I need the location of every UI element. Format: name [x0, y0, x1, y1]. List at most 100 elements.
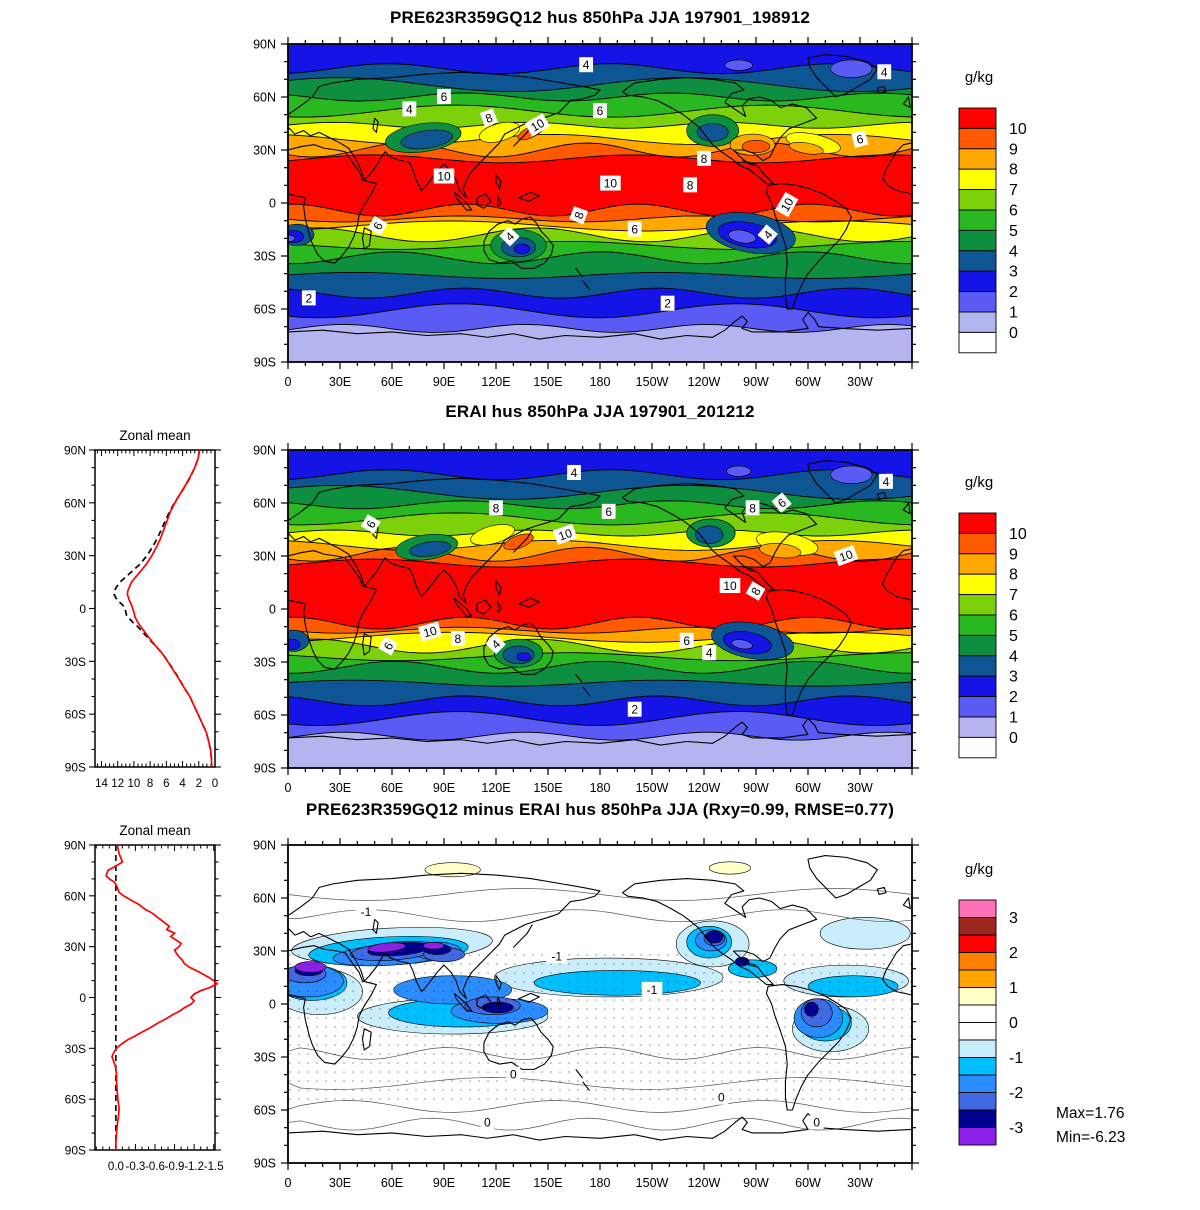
panel2-title: ERAI hus 850hPa JJA 197901_201212	[445, 402, 755, 421]
svg-text:90N: 90N	[253, 38, 276, 52]
erai-map: 4 4 8 6 8 6 6 10 10 10 8 10 8 6 4 6 4 2 0 30E 60E 90E 120E 150E…	[253, 443, 919, 795]
contour-label: 10	[775, 191, 799, 218]
anomaly-patch	[513, 243, 531, 255]
svg-text:-1.5: -1.5	[204, 1161, 224, 1173]
contour-band	[288, 469, 912, 500]
colorbar-swatch	[958, 1074, 997, 1093]
svg-text:2: 2	[1009, 945, 1018, 962]
contour-line	[288, 271, 912, 279]
svg-text:0: 0	[285, 375, 292, 389]
svg-text:1: 1	[1009, 305, 1018, 322]
zero-contour-line	[288, 909, 912, 923]
colorbar-swatch	[958, 189, 997, 211]
svg-text:10: 10	[778, 195, 797, 214]
svg-text:60N: 60N	[253, 892, 276, 906]
model-map: 4 4 4 6 8 10 6 6 8 10 10 8 10 8 6 6 4 4 2 2 0 30E 60E 90E 120E 15…	[253, 37, 919, 389]
contour-label: 4	[499, 226, 520, 247]
contour-band	[288, 559, 912, 630]
colorbar-swatch	[958, 148, 997, 170]
contour-label: 4	[402, 101, 417, 117]
contour-label: 4	[485, 633, 506, 655]
colorbar-diff: g/kg 3 2 1 0 -1 -2 -3	[958, 861, 1023, 1146]
contour-band	[288, 288, 912, 318]
svg-text:6: 6	[163, 778, 169, 790]
anomaly-patch	[400, 129, 453, 150]
svg-text:4: 4	[881, 65, 888, 79]
svg-text:0: 0	[285, 781, 292, 795]
svg-text:-1: -1	[361, 905, 372, 919]
svg-text:10: 10	[604, 177, 618, 191]
svg-text:-3: -3	[1009, 1120, 1023, 1137]
svg-text:0: 0	[510, 1068, 517, 1082]
svg-text:30E: 30E	[329, 781, 351, 795]
contour-label: -1	[641, 981, 663, 997]
svg-text:2: 2	[1009, 689, 1018, 706]
svg-text:6: 6	[1009, 608, 1018, 625]
svg-text:120W: 120W	[688, 375, 721, 389]
contour-line	[288, 220, 912, 232]
contour-line	[288, 203, 912, 217]
contour-band	[288, 272, 912, 299]
anomaly-patch	[470, 524, 515, 546]
contour-band	[288, 512, 912, 536]
svg-text:8: 8	[687, 178, 694, 192]
colorbar-swatch	[958, 1039, 997, 1058]
anomaly-patch	[741, 139, 771, 153]
colorbar-swatch	[958, 1092, 997, 1111]
contour-label: 6	[627, 221, 642, 237]
svg-text:8: 8	[749, 501, 756, 515]
contour-label: 6	[771, 492, 792, 513]
svg-text:30S: 30S	[254, 250, 276, 264]
svg-text:10: 10	[128, 778, 141, 790]
anomaly-patch	[409, 541, 452, 557]
svg-text:8: 8	[484, 110, 495, 126]
svg-text:90N: 90N	[64, 839, 86, 853]
max-value-label: Max=1.76	[1056, 1105, 1125, 1122]
svg-text:0: 0	[212, 778, 218, 790]
anomaly-patch	[759, 543, 802, 559]
colorbar-swatch	[958, 1109, 997, 1128]
colorbar-swatch	[958, 512, 997, 534]
svg-text:30W: 30W	[847, 375, 873, 389]
contour-label: -1	[355, 904, 377, 920]
svg-text:60S: 60S	[65, 708, 86, 722]
contour-label: 0	[809, 1114, 824, 1130]
svg-text:150W: 150W	[636, 1176, 669, 1190]
contour-line	[288, 63, 912, 75]
contour-line	[288, 652, 912, 662]
contour-band	[288, 652, 912, 674]
svg-text:30S: 30S	[65, 655, 86, 669]
svg-text:5: 5	[1009, 223, 1018, 240]
contour-band	[288, 251, 912, 279]
colorbar-swatch	[958, 1057, 997, 1076]
contour-label: 10	[833, 544, 859, 567]
svg-text:90E: 90E	[433, 781, 455, 795]
contour-label: 8	[745, 500, 760, 516]
svg-text:60N: 60N	[64, 496, 86, 510]
svg-text:8: 8	[571, 210, 587, 221]
svg-text:60S: 60S	[254, 1104, 276, 1118]
svg-text:10: 10	[1009, 121, 1027, 138]
svg-text:-1.2: -1.2	[184, 1161, 204, 1173]
contour-label: 8	[683, 177, 698, 193]
colorbar-swatch	[958, 553, 997, 575]
colorbar-swatch	[958, 696, 997, 718]
svg-text:180: 180	[590, 375, 611, 389]
contour-band	[288, 450, 912, 480]
svg-text:4: 4	[571, 466, 578, 480]
colorbar-swatch	[958, 270, 997, 293]
svg-text:6: 6	[683, 634, 690, 648]
contour-label: 6	[367, 215, 388, 236]
contour-line	[288, 616, 912, 630]
svg-text:8: 8	[147, 778, 153, 790]
svg-text:Zonal mean: Zonal mean	[119, 428, 190, 443]
diff-stats: Max=1.76 Min=-6.23	[1056, 1102, 1125, 1150]
contour-line	[288, 695, 912, 707]
svg-text:90W: 90W	[743, 781, 769, 795]
contour-label: 6	[360, 514, 381, 534]
svg-text:8: 8	[455, 632, 462, 646]
anomaly-patch	[503, 533, 534, 551]
